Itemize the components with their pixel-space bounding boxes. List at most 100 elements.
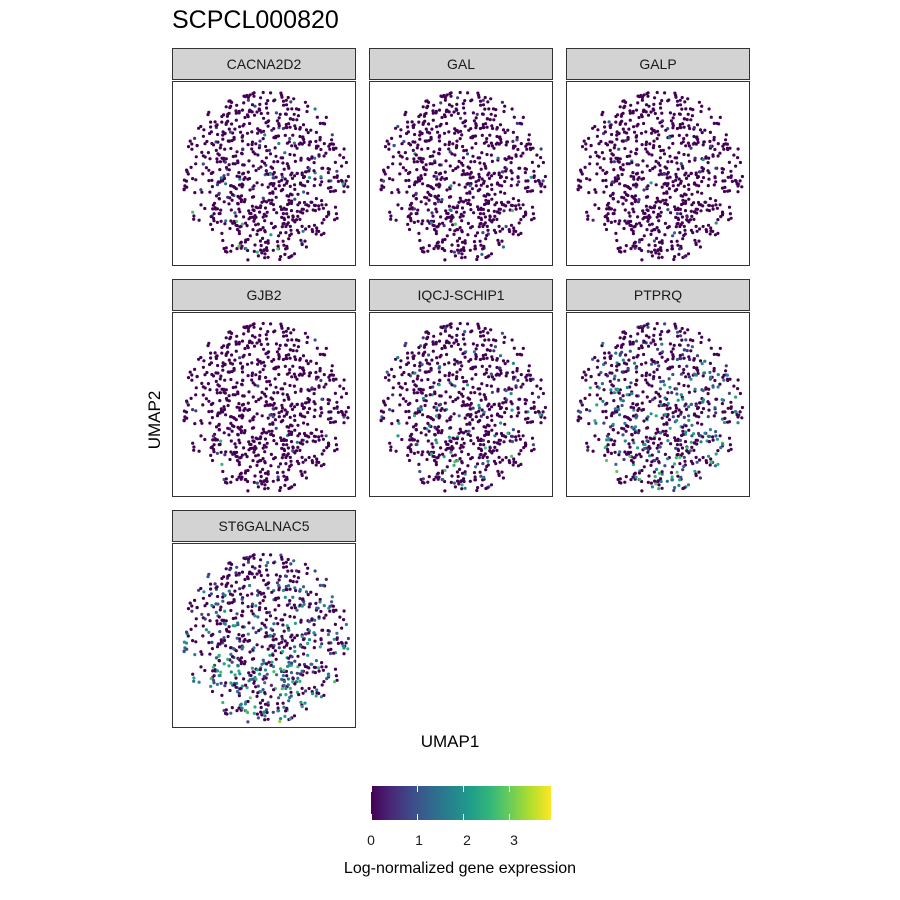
- cell-point: [327, 179, 331, 183]
- cell-point: [335, 216, 339, 220]
- cell-point: [479, 334, 483, 338]
- cell-point: [445, 109, 450, 113]
- cell-point: [406, 215, 410, 219]
- cell-point: [426, 184, 430, 188]
- cell-point: [252, 480, 256, 484]
- cell-point: [487, 430, 491, 434]
- cell-point: [424, 127, 428, 131]
- cell-point: [233, 127, 237, 131]
- cell-point: [502, 209, 506, 213]
- cell-point: [462, 246, 466, 250]
- cell-point: [386, 396, 390, 400]
- cell-point: [280, 446, 284, 450]
- cell-point: [635, 183, 639, 187]
- cell-point: [635, 394, 639, 398]
- cell-point: [447, 371, 452, 375]
- cell-point: [521, 151, 525, 155]
- cell-point: [426, 450, 430, 454]
- cell-point: [298, 448, 302, 452]
- cell-point: [289, 440, 294, 444]
- cell-point: [263, 256, 267, 260]
- cell-point: [238, 637, 242, 641]
- cell-point: [480, 343, 485, 347]
- cell-point: [443, 374, 447, 378]
- cell-point: [444, 390, 448, 394]
- cell-point: [532, 405, 536, 409]
- cell-point: [411, 148, 415, 152]
- cell-point: [382, 416, 386, 420]
- cell-point: [423, 139, 427, 143]
- cell-point: [679, 393, 683, 397]
- cell-point: [427, 198, 431, 202]
- cell-point: [443, 468, 447, 473]
- cell-point: [727, 205, 732, 209]
- cell-point: [509, 400, 513, 404]
- cell-point: [288, 486, 292, 490]
- cell-point: [410, 120, 414, 124]
- cell-point: [605, 401, 609, 405]
- cell-point: [240, 383, 244, 387]
- cell-point: [474, 180, 478, 184]
- cell-point: [414, 411, 418, 415]
- cell-point: [463, 470, 467, 474]
- cell-point: [219, 219, 223, 223]
- cell-point: [260, 183, 264, 187]
- cell-point: [648, 142, 652, 146]
- cell-point: [620, 112, 624, 116]
- cell-point: [333, 449, 337, 453]
- cell-point: [443, 98, 447, 102]
- cell-point: [418, 469, 422, 474]
- cell-point: [643, 442, 647, 447]
- cell-point: [492, 171, 496, 176]
- cell-point: [396, 124, 400, 129]
- cell-point: [660, 416, 664, 420]
- cell-point: [521, 434, 525, 438]
- cell-point: [243, 407, 247, 411]
- cell-point: [642, 188, 646, 192]
- cell-point: [189, 627, 193, 631]
- cell-point: [452, 250, 456, 254]
- cell-point: [700, 179, 704, 184]
- cell-point: [595, 403, 599, 407]
- cell-point: [633, 200, 637, 204]
- cell-point: [477, 324, 481, 328]
- cell-point: [389, 448, 393, 452]
- cell-point: [692, 365, 696, 370]
- cell-point: [700, 104, 704, 108]
- cell-point: [197, 357, 201, 361]
- cell-point: [668, 154, 672, 158]
- cell-point: [282, 221, 286, 226]
- cell-point: [194, 409, 198, 413]
- cell-point: [212, 212, 216, 216]
- cell-point: [440, 326, 444, 330]
- cell-point: [277, 372, 281, 377]
- cell-point: [674, 409, 678, 413]
- cell-point: [489, 97, 493, 101]
- cell-point: [678, 224, 682, 229]
- cell-point: [209, 453, 213, 457]
- cell-point: [425, 106, 429, 110]
- cell-point: [274, 111, 278, 115]
- cell-point: [701, 400, 705, 404]
- cell-point: [313, 387, 317, 391]
- cell-point: [597, 206, 601, 211]
- cell-point: [280, 93, 284, 97]
- cell-point: [539, 387, 543, 391]
- cell-point: [597, 437, 601, 442]
- cell-point: [418, 238, 422, 243]
- cell-point: [329, 416, 333, 420]
- cell-point: [277, 646, 281, 650]
- cell-point: [281, 187, 285, 192]
- cell-point: [254, 223, 258, 227]
- cell-point: [462, 248, 466, 253]
- cell-point: [679, 357, 683, 361]
- cell-point: [440, 240, 444, 244]
- cell-point: [510, 387, 514, 391]
- cell-point: [459, 479, 463, 484]
- cell-point: [193, 367, 197, 371]
- facet-strip-label: ST6GALNAC5: [172, 510, 356, 542]
- cell-point: [295, 402, 299, 407]
- cell-point: [678, 103, 683, 107]
- cell-point: [517, 221, 521, 225]
- cell-point: [281, 239, 285, 243]
